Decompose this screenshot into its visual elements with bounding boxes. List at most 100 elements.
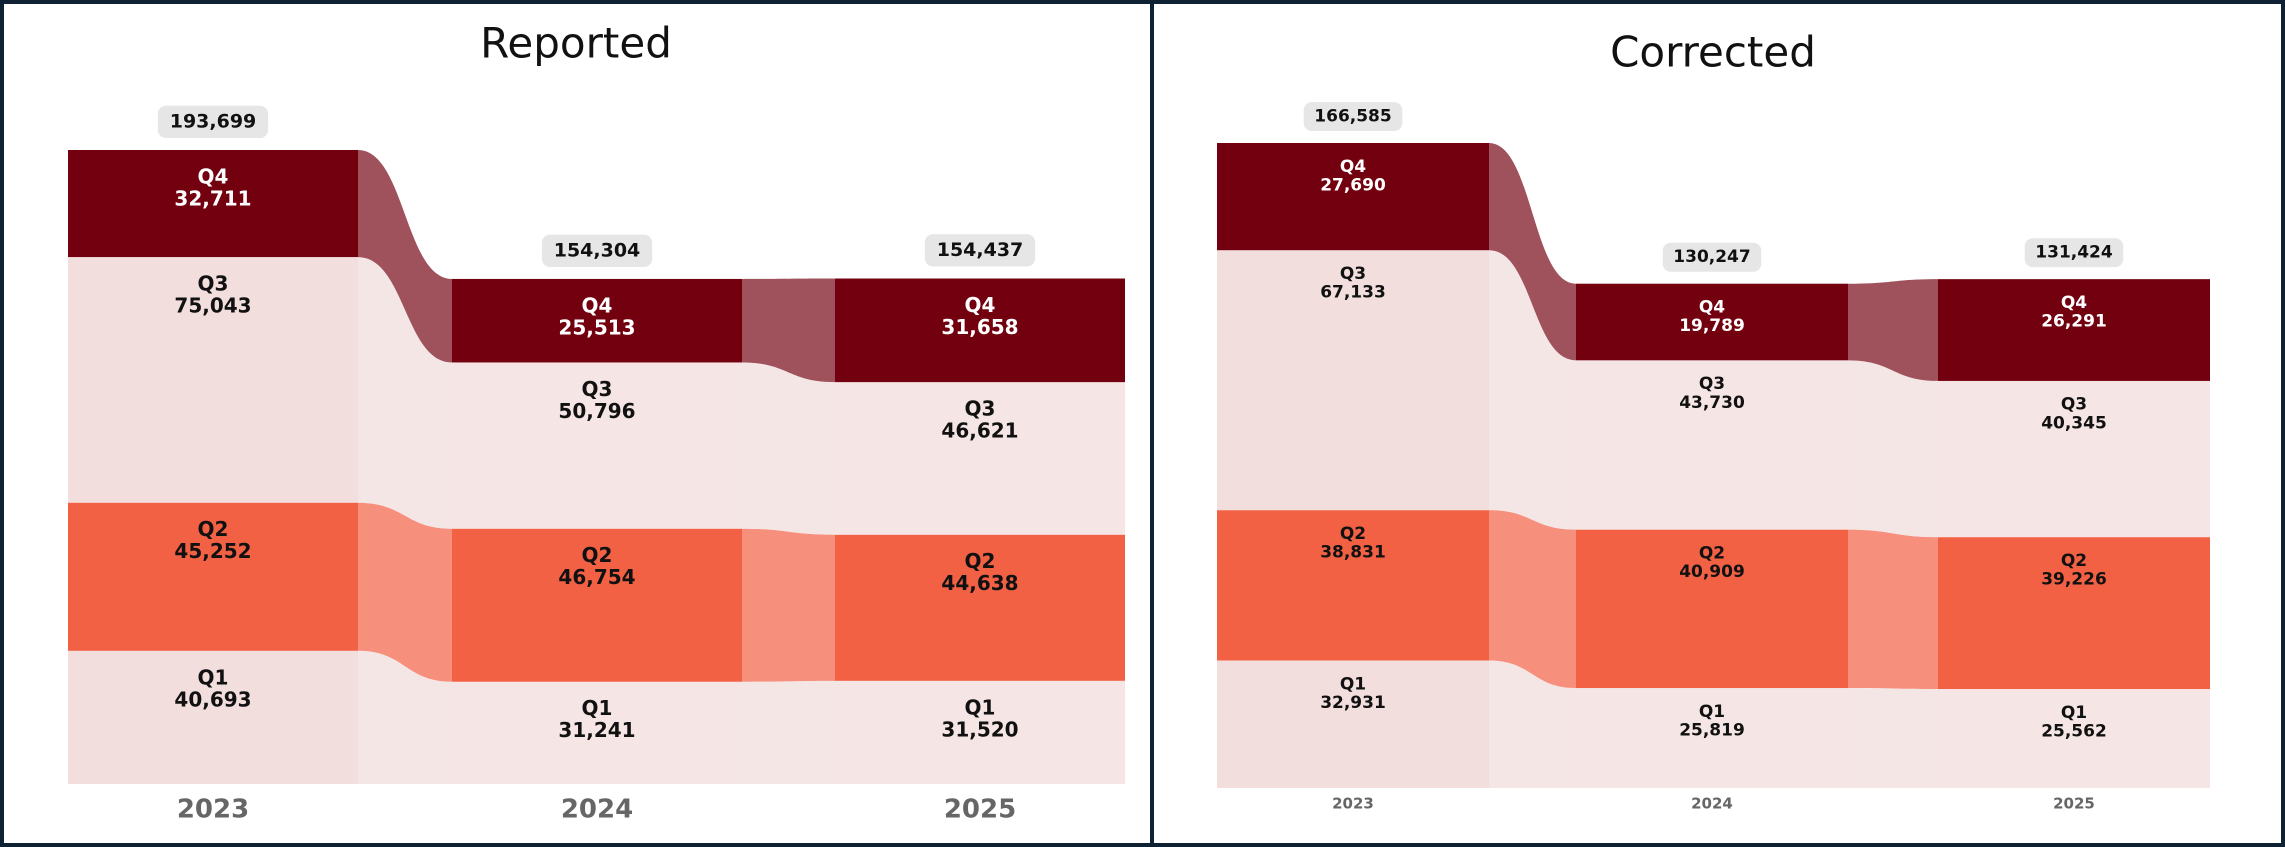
ribbon xyxy=(1489,660,1576,788)
segment-value: 46,754 xyxy=(558,565,635,589)
segment-name: Q1 xyxy=(1340,674,1366,694)
segment-name: Q4 xyxy=(1699,297,1725,317)
segment-name: Q1 xyxy=(198,665,229,689)
ribbon xyxy=(358,150,452,363)
bar-segment xyxy=(1217,510,1489,661)
bar-segment xyxy=(1217,250,1489,511)
segment-value: 44,638 xyxy=(941,571,1018,595)
segment-name: Q1 xyxy=(965,695,996,719)
x-tick-label: 2025 xyxy=(944,795,1016,825)
total-label: 193,699 xyxy=(170,110,257,132)
ribbon xyxy=(742,680,835,784)
total-label: 131,424 xyxy=(2035,243,2113,263)
bar-segment xyxy=(452,681,742,784)
total-label: 166,585 xyxy=(1314,107,1391,127)
segment-value: 31,520 xyxy=(941,717,1018,741)
bar-segment xyxy=(452,362,742,529)
segment-value: 43,730 xyxy=(1679,393,1745,413)
segment-value: 40,693 xyxy=(174,687,251,711)
ribbon xyxy=(1489,510,1576,689)
segment-name: Q3 xyxy=(582,377,613,401)
segment-name: Q2 xyxy=(965,549,996,573)
total-label: 154,304 xyxy=(554,239,641,261)
bar-segment xyxy=(452,278,742,363)
segment-name: Q4 xyxy=(198,165,229,189)
ribbon xyxy=(1489,250,1576,530)
segment-name: Q3 xyxy=(1340,264,1366,284)
bar-segment xyxy=(835,534,1125,681)
bar-segment xyxy=(452,528,742,682)
total-label: 154,437 xyxy=(937,239,1024,261)
total-box xyxy=(1662,242,1762,272)
ribbon xyxy=(1848,688,1938,788)
ribbon xyxy=(1848,529,1938,690)
segment-value: 75,043 xyxy=(174,294,251,318)
segment-name: Q1 xyxy=(582,696,613,720)
chart-title: Corrected xyxy=(1610,28,1816,77)
bar-segment xyxy=(1576,529,1848,689)
segment-value: 27,690 xyxy=(1320,176,1386,196)
total-box xyxy=(924,234,1036,267)
bar-segment xyxy=(1938,689,2210,788)
segment-value: 32,931 xyxy=(1320,693,1386,713)
bar-segment xyxy=(835,382,1125,535)
segment-name: Q3 xyxy=(198,272,229,296)
ribbon xyxy=(742,278,835,383)
bar-segment xyxy=(835,278,1125,383)
segment-name: Q2 xyxy=(198,517,229,541)
segment-name: Q1 xyxy=(2061,703,2087,723)
segment-name: Q4 xyxy=(1340,157,1366,177)
segment-value: 25,562 xyxy=(2041,722,2107,742)
segment-value: 25,819 xyxy=(1679,721,1745,741)
bar-segment xyxy=(1217,660,1489,788)
bar-segment xyxy=(835,680,1125,784)
segment-value: 32,711 xyxy=(174,187,251,211)
x-tick-label: 2023 xyxy=(1332,795,1374,813)
segment-value: 31,658 xyxy=(941,315,1018,339)
ribbon xyxy=(1848,279,1938,381)
segment-value: 39,226 xyxy=(2041,570,2107,590)
segment-name: Q2 xyxy=(2061,551,2087,571)
segment-name: Q3 xyxy=(965,397,996,421)
segment-value: 19,789 xyxy=(1679,316,1745,336)
bar-segment xyxy=(1938,279,2210,381)
x-tick-label: 2025 xyxy=(2053,795,2095,813)
x-tick-label: 2023 xyxy=(177,795,249,825)
x-tick-label: 2024 xyxy=(561,795,633,825)
ribbon xyxy=(742,528,835,682)
bar-segment xyxy=(1576,360,1848,530)
bar-segment xyxy=(1576,688,1848,788)
segment-name: Q3 xyxy=(1699,374,1725,394)
x-tick-label: 2024 xyxy=(1691,795,1733,813)
segment-value: 38,831 xyxy=(1320,543,1386,563)
segment-value: 26,291 xyxy=(2041,312,2107,332)
segment-value: 46,621 xyxy=(941,419,1018,443)
segment-name: Q2 xyxy=(582,543,613,567)
segment-value: 67,133 xyxy=(1320,283,1386,303)
segment-name: Q3 xyxy=(2061,395,2087,415)
segment-name: Q4 xyxy=(965,293,996,317)
segment-name: Q2 xyxy=(1340,524,1366,544)
bar-segment xyxy=(68,150,358,258)
bar-segment xyxy=(1217,143,1489,251)
segment-value: 45,252 xyxy=(174,539,251,563)
bar-segment xyxy=(68,257,358,503)
segment-name: Q1 xyxy=(1699,702,1725,722)
ribbon xyxy=(1848,360,1938,538)
total-label: 130,247 xyxy=(1673,247,1750,267)
bar-segment xyxy=(1938,537,2210,690)
bar-segment xyxy=(68,502,358,651)
segment-name: Q4 xyxy=(582,293,613,317)
segment-value: 40,345 xyxy=(2041,413,2107,433)
total-box xyxy=(157,105,269,138)
bar-segment xyxy=(1576,283,1848,361)
segment-name: Q2 xyxy=(1699,543,1725,563)
bar-segment xyxy=(68,650,358,784)
total-box xyxy=(1303,102,1403,131)
chart-title: Reported xyxy=(480,19,672,68)
ribbon xyxy=(358,502,452,682)
total-box xyxy=(541,234,653,267)
ribbon xyxy=(358,257,452,529)
ribbon xyxy=(742,362,835,535)
